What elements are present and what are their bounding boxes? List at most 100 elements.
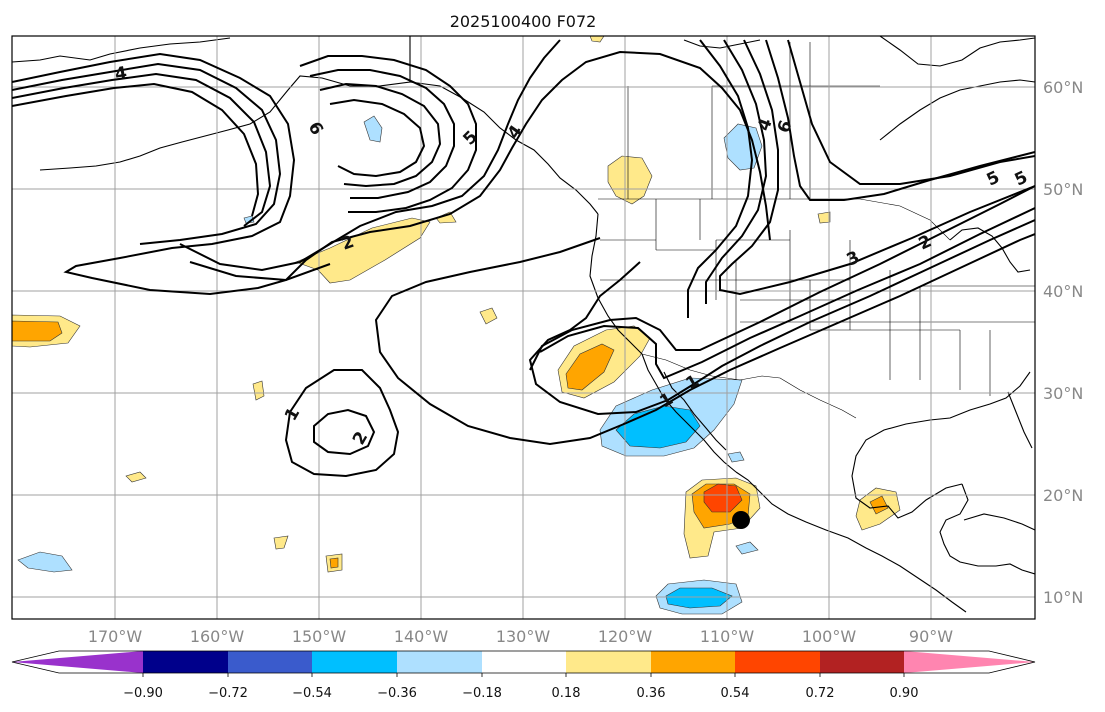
contour-line-low-inner xyxy=(313,408,376,456)
colorbar-tick-label: −0.54 xyxy=(292,686,332,701)
longitude-labels: 170°W 160°W 150°W 140°W 130°W 120°W 110°… xyxy=(88,627,953,646)
map-frame xyxy=(11,35,1036,620)
contour-line-east-3 xyxy=(719,39,1035,296)
colorbar-segment xyxy=(735,651,820,673)
lat-tick-label: 30°N xyxy=(1043,384,1083,403)
positive-anomaly-speck-3 xyxy=(273,535,289,550)
political-boundaries xyxy=(409,36,1035,419)
latitude-labels: 60°N 50°N 40°N 30°N 20°N 10°N xyxy=(1043,78,1083,607)
map-panel[interactable]: 4 6 5 4 4 5 6 2 2 3 5 1 2 1 1 xyxy=(11,35,1036,620)
contour-line-ridge-1 xyxy=(179,39,561,272)
lon-tick-label: 160°W xyxy=(190,627,245,646)
coastline-baja-west xyxy=(641,353,737,473)
lat-tick-label: 40°N xyxy=(1043,282,1083,301)
contour-line-low-outer xyxy=(284,369,400,478)
map-title: 2025100400 F072 xyxy=(450,12,597,31)
coastline-hudson xyxy=(879,79,1035,141)
colorbar: −0.90 −0.72 −0.54 −0.36 −0.18 0.18 0.36 … xyxy=(11,650,1036,701)
colorbar-segment xyxy=(228,651,312,673)
contour-line-central-2 xyxy=(374,233,1035,446)
coastline-arctic-islands xyxy=(683,39,761,49)
height-contours xyxy=(12,39,1035,478)
colorbar-tick-labels: −0.90 −0.72 −0.54 −0.36 −0.18 0.18 0.36 … xyxy=(123,686,918,701)
positive-anomaly-speck-2 xyxy=(125,471,147,483)
contour-line-central-1 xyxy=(528,219,1035,416)
coastline-canada-arctic xyxy=(879,36,1035,67)
positive-anomaly-pacific-islet xyxy=(479,307,498,325)
lon-tick-label: 90°W xyxy=(909,627,953,646)
positive-anomaly-gulf-core xyxy=(869,495,889,515)
lon-tick-label: 100°W xyxy=(802,627,857,646)
lat-tick-label: 50°N xyxy=(1043,180,1083,199)
contour-label: 4 xyxy=(113,63,128,85)
colorbar-tick-label: 0.18 xyxy=(552,686,581,701)
lat-tick-label: 10°N xyxy=(1043,588,1083,607)
coastline-florida xyxy=(1007,391,1033,449)
colorbar-tick-label: −0.36 xyxy=(377,686,417,701)
location-marker[interactable] xyxy=(732,511,750,529)
negative-anomaly-speck-1 xyxy=(735,541,759,555)
contour-line-east-4 xyxy=(765,39,1035,201)
coastline-mexico-pacific xyxy=(735,471,967,613)
colorbar-extend-min xyxy=(12,651,143,673)
contour-line-east-5 xyxy=(787,39,1035,185)
colorbar-tick-label: −0.72 xyxy=(208,686,248,701)
coastline-alaska xyxy=(39,36,411,171)
colorbar-tick-label: 0.36 xyxy=(637,686,666,701)
contour-line-east-2 xyxy=(705,39,768,304)
contour-line-east-1 xyxy=(687,39,754,318)
lon-tick-label: 150°W xyxy=(292,627,347,646)
contour-line-trough-1 xyxy=(299,55,477,213)
colorbar-tick-label: −0.90 xyxy=(123,686,163,701)
lon-tick-label: 110°W xyxy=(700,627,755,646)
coastline-yucatan xyxy=(939,483,1035,575)
positive-anomaly-small-patch xyxy=(435,211,457,224)
colorbar-tick-label: 0.54 xyxy=(721,686,750,701)
colorbar-extend-max xyxy=(904,651,1035,673)
positive-anomaly-canada xyxy=(607,155,653,205)
lon-tick-label: 170°W xyxy=(88,627,143,646)
lat-tick-label: 60°N xyxy=(1043,78,1083,97)
positive-anomaly-speck-5 xyxy=(329,557,339,569)
colorbar-segment xyxy=(397,651,482,673)
border-us-states-grid xyxy=(600,199,1035,396)
positive-anomaly-speck-7 xyxy=(589,36,605,43)
positive-anomaly-mexico-core xyxy=(703,483,743,513)
positive-anomaly-speck-1 xyxy=(252,380,265,401)
contour-line-trough-3 xyxy=(319,82,442,188)
coastline-bering xyxy=(12,37,231,63)
colorbar-tick-label: −0.18 xyxy=(462,686,502,701)
negative-anomaly-speck-2 xyxy=(727,451,745,463)
positive-anomaly-baja-core xyxy=(565,343,615,391)
coastlines xyxy=(12,36,1035,613)
positive-anomaly-speck-6 xyxy=(817,211,831,224)
contour-line-4 xyxy=(12,82,260,217)
contour-line-ridge-2 xyxy=(189,261,331,282)
lon-tick-label: 140°W xyxy=(394,627,449,646)
contour-line-trough-2 xyxy=(309,69,455,199)
coastline-gulf-mexico xyxy=(851,371,1031,519)
colorbar-tick-label: 0.72 xyxy=(806,686,835,701)
lon-tick-label: 120°W xyxy=(598,627,653,646)
colorbar-segment xyxy=(566,651,651,673)
coastline-cuba xyxy=(963,513,1035,531)
colorbar-segment xyxy=(482,651,566,673)
coastline-baja-gulf xyxy=(663,371,727,451)
colorbar-segment xyxy=(820,651,904,673)
positive-anomaly-west-edge-core xyxy=(12,320,63,342)
contour-line-3 xyxy=(12,72,272,227)
border-us-mexico xyxy=(641,353,857,419)
border-canada-provinces xyxy=(627,42,880,199)
contour-line-baja-trough xyxy=(539,207,1035,380)
colorbar-segment xyxy=(651,651,735,673)
coastline-great-lakes xyxy=(949,227,1031,273)
colorbar-segments xyxy=(12,651,1035,673)
contour-line-2 xyxy=(12,62,282,245)
colorbar-ticks xyxy=(142,673,905,677)
colorbar-segment xyxy=(143,651,228,673)
colorbar-tick-label: 0.90 xyxy=(890,686,919,701)
lon-tick-label: 130°W xyxy=(496,627,551,646)
negative-anomaly-south-core xyxy=(665,587,733,609)
contour-line-baja-trough-2 xyxy=(529,185,1035,371)
